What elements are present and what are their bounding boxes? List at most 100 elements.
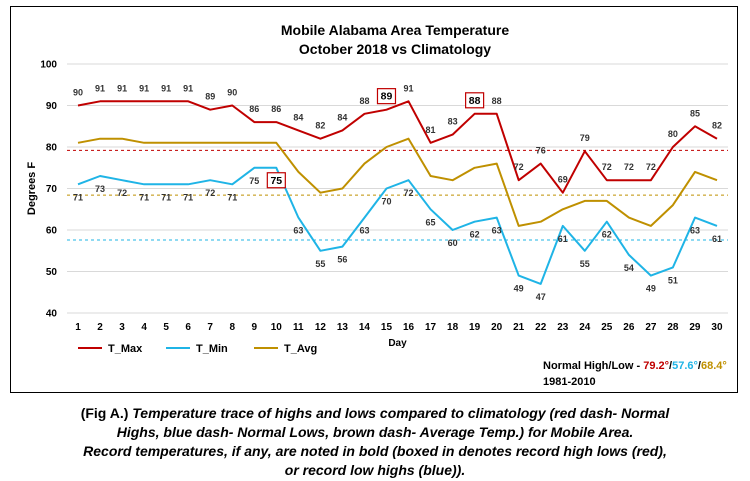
data-label: 73 (95, 184, 105, 194)
data-label: 47 (536, 292, 546, 302)
x-tick-label: 12 (315, 322, 327, 333)
caption-text-3: Record temperatures, if any, are noted i… (83, 443, 667, 459)
data-label: 91 (404, 83, 414, 93)
data-label: 72 (117, 188, 127, 198)
data-label: 91 (161, 83, 171, 93)
data-label: 75 (249, 176, 259, 186)
data-label: 89 (205, 92, 215, 102)
caption-line-4: or record low highs (blue)). (0, 461, 750, 480)
caption-line-1: (Fig A.) Temperature trace of highs and … (0, 404, 750, 423)
data-label: 84 (337, 112, 347, 122)
x-tick-label: 20 (491, 322, 503, 333)
x-tick-label: 28 (667, 322, 679, 333)
x-tick-label: 18 (447, 322, 459, 333)
data-label: 88 (359, 96, 369, 106)
y-tick-label: 100 (40, 60, 57, 71)
y-tick-label: 50 (46, 267, 58, 278)
data-label: 63 (293, 226, 303, 236)
temperature-chart: Mobile Alabama Area Temperature October 2… (26, 22, 728, 388)
x-tick-label: 23 (557, 322, 569, 333)
data-label: 63 (492, 226, 502, 236)
data-label: 71 (227, 192, 237, 202)
data-label: 83 (448, 117, 458, 127)
data-label: 80 (668, 129, 678, 139)
x-tick-label: 13 (337, 322, 349, 333)
series-line-t-avg (77, 137, 718, 227)
x-tick-label: 22 (535, 322, 547, 333)
x-tick-label: 27 (645, 322, 657, 333)
x-tick-label: 11 (293, 322, 304, 333)
caption-prefix: (Fig A.) (80, 405, 133, 421)
data-label: 91 (95, 83, 105, 93)
record-data-label: 89 (381, 91, 393, 103)
data-label: 49 (646, 284, 656, 294)
data-label: 88 (492, 96, 502, 106)
data-label: 70 (381, 197, 391, 207)
x-tick-label: 4 (141, 322, 147, 333)
data-label: 69 (558, 175, 568, 185)
x-tick-label: 1 (75, 322, 81, 333)
record-data-label: 75 (270, 175, 282, 187)
data-label: 71 (183, 192, 193, 202)
data-label: 90 (73, 88, 83, 98)
record-box (376, 88, 397, 105)
caption-line-3: Record temperatures, if any, are noted i… (0, 442, 750, 461)
data-label: 72 (205, 188, 215, 198)
data-label: 81 (426, 125, 436, 135)
data-label: 63 (359, 226, 369, 236)
data-label: 63 (690, 226, 700, 236)
x-tick-label: 15 (381, 322, 393, 333)
x-tick-label: 26 (623, 322, 635, 333)
normals-label: Normal High/Low - 79.2°/57.6°/68.4° (543, 360, 727, 372)
y-tick-label: 80 (46, 143, 58, 154)
legend-label: T_Avg (284, 343, 317, 355)
x-axis-title: Day (388, 338, 407, 349)
data-label: 49 (514, 284, 524, 294)
x-tick-label: 8 (229, 322, 235, 333)
data-label: 72 (514, 162, 524, 172)
data-label: 62 (470, 230, 480, 240)
x-tick-label: 16 (403, 322, 415, 333)
y-axis-title: Degrees F (26, 162, 38, 215)
record-box (465, 92, 485, 109)
x-tick-label: 6 (185, 322, 191, 333)
y-tick-label: 90 (46, 101, 58, 112)
normals-period: 1981-2010 (543, 376, 596, 388)
caption-line-2: Highs, blue dash- Normal Lows, brown das… (0, 423, 750, 442)
x-tick-label: 24 (579, 322, 591, 333)
x-tick-label: 19 (469, 322, 481, 333)
data-label: 91 (139, 83, 149, 93)
x-tick-label: 2 (97, 322, 103, 333)
x-tick-label: 21 (513, 322, 525, 333)
data-label: 82 (315, 121, 325, 131)
data-label: 85 (690, 108, 700, 118)
x-tick-label: 29 (689, 322, 701, 333)
data-label: 60 (448, 238, 458, 248)
data-label: 51 (668, 275, 678, 285)
data-label: 76 (536, 146, 546, 156)
data-label: 55 (315, 259, 325, 269)
caption-text-2: Highs, blue dash- Normal Lows, brown das… (116, 424, 634, 440)
chart-title: Mobile Alabama Area Temperature (281, 22, 509, 38)
data-label: 82 (712, 121, 722, 131)
data-label: 86 (271, 104, 281, 114)
legend-label: T_Max (108, 343, 143, 355)
x-tick-label: 10 (271, 322, 283, 333)
data-label: 84 (293, 112, 303, 122)
x-tick-label: 9 (252, 322, 258, 333)
x-tick-label: 7 (207, 322, 213, 333)
data-label: 72 (624, 162, 634, 172)
data-label: 61 (712, 234, 722, 244)
x-tick-label: 30 (711, 322, 723, 333)
x-tick-label: 14 (359, 322, 371, 333)
data-label: 56 (337, 255, 347, 265)
data-label: 91 (117, 83, 127, 93)
data-label: 71 (161, 192, 171, 202)
x-tick-label: 25 (601, 322, 613, 333)
data-label: 61 (558, 234, 568, 244)
x-tick-label: 17 (425, 322, 437, 333)
series-line-t-max (77, 100, 718, 194)
series-line-t-min (77, 166, 718, 285)
data-label: 79 (580, 133, 590, 143)
data-label: 65 (426, 217, 436, 227)
